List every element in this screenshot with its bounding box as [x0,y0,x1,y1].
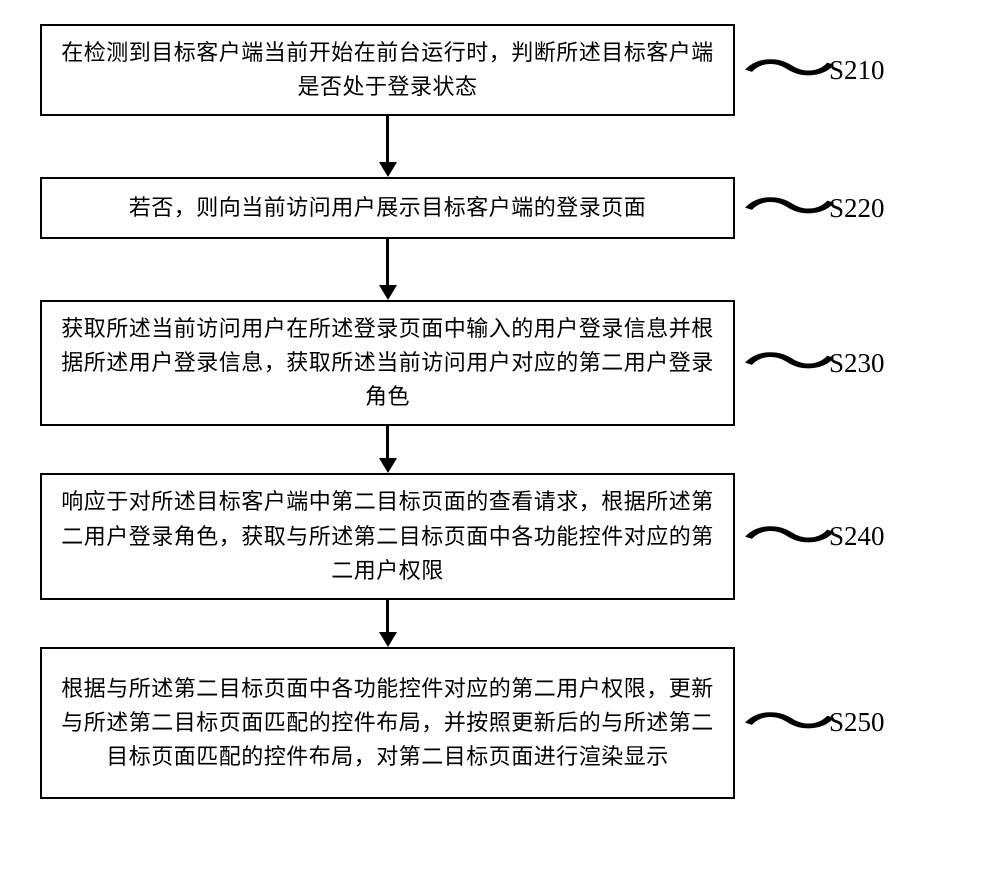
flow-step-s230: 获取所述当前访问用户在所述登录页面中输入的用户登录信息并根据所述用户登录信息，获… [40,300,960,426]
brace-connector: 〜S240 [741,510,885,564]
flow-step-s240: 响应于对所述目标客户端中第二目标页面的查看请求，根据所述第二用户登录角色，获取与… [40,473,960,599]
flow-step-s220: 若否，则向当前访问用户展示目标客户端的登录页面〜S220 [40,177,960,239]
brace-connector: 〜S220 [741,181,885,235]
curly-brace-icon: 〜 [741,334,838,393]
arrow-line [386,426,389,459]
flow-step-s210: 在检测到目标客户端当前开始在前台运行时，判断所述目标客户端是否处于登录状态〜S2… [40,24,960,116]
arrow-connector [40,426,735,473]
curly-brace-icon: 〜 [741,178,838,237]
flow-node: 根据与所述第二目标页面中各功能控件对应的第二用户权限，更新与所述第二目标页面匹配… [40,647,735,799]
flow-node: 获取所述当前访问用户在所述登录页面中输入的用户登录信息并根据所述用户登录信息，获… [40,300,735,426]
arrow-line [386,116,389,163]
flow-node: 响应于对所述目标客户端中第二目标页面的查看请求，根据所述第二用户登录角色，获取与… [40,473,735,599]
flow-node: 在检测到目标客户端当前开始在前台运行时，判断所述目标客户端是否处于登录状态 [40,24,735,116]
arrow-head-icon [379,285,397,300]
arrow-line [386,239,389,286]
arrow-connector [40,239,735,300]
flow-step-s250: 根据与所述第二目标页面中各功能控件对应的第二用户权限，更新与所述第二目标页面匹配… [40,647,960,799]
brace-connector: 〜S250 [741,696,885,750]
arrow-connector [40,600,735,647]
arrow-connector [40,116,735,177]
arrow-head-icon [379,632,397,647]
flowchart-container: 在检测到目标客户端当前开始在前台运行时，判断所述目标客户端是否处于登录状态〜S2… [40,24,960,799]
brace-connector: 〜S210 [741,43,885,97]
curly-brace-icon: 〜 [741,40,838,99]
arrow-line [386,600,389,633]
arrow-head-icon [379,458,397,473]
brace-connector: 〜S230 [741,336,885,390]
arrow-head-icon [379,162,397,177]
curly-brace-icon: 〜 [741,693,838,752]
curly-brace-icon: 〜 [741,507,838,566]
flow-node: 若否，则向当前访问用户展示目标客户端的登录页面 [40,177,735,239]
